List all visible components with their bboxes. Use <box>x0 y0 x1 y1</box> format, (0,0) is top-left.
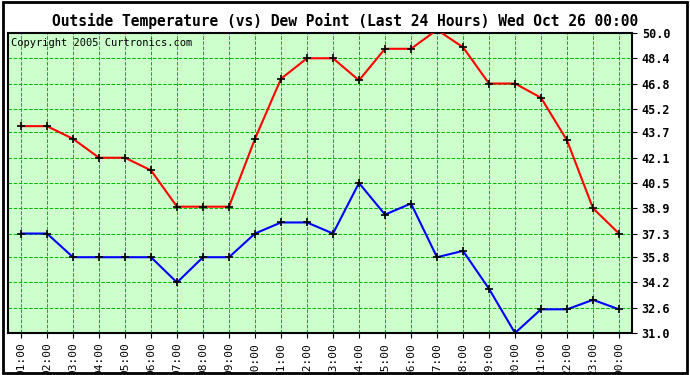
Text: Copyright 2005 Curtronics.com: Copyright 2005 Curtronics.com <box>11 38 193 48</box>
Text: Outside Temperature (vs) Dew Point (Last 24 Hours) Wed Oct 26 00:00: Outside Temperature (vs) Dew Point (Last… <box>52 13 638 29</box>
